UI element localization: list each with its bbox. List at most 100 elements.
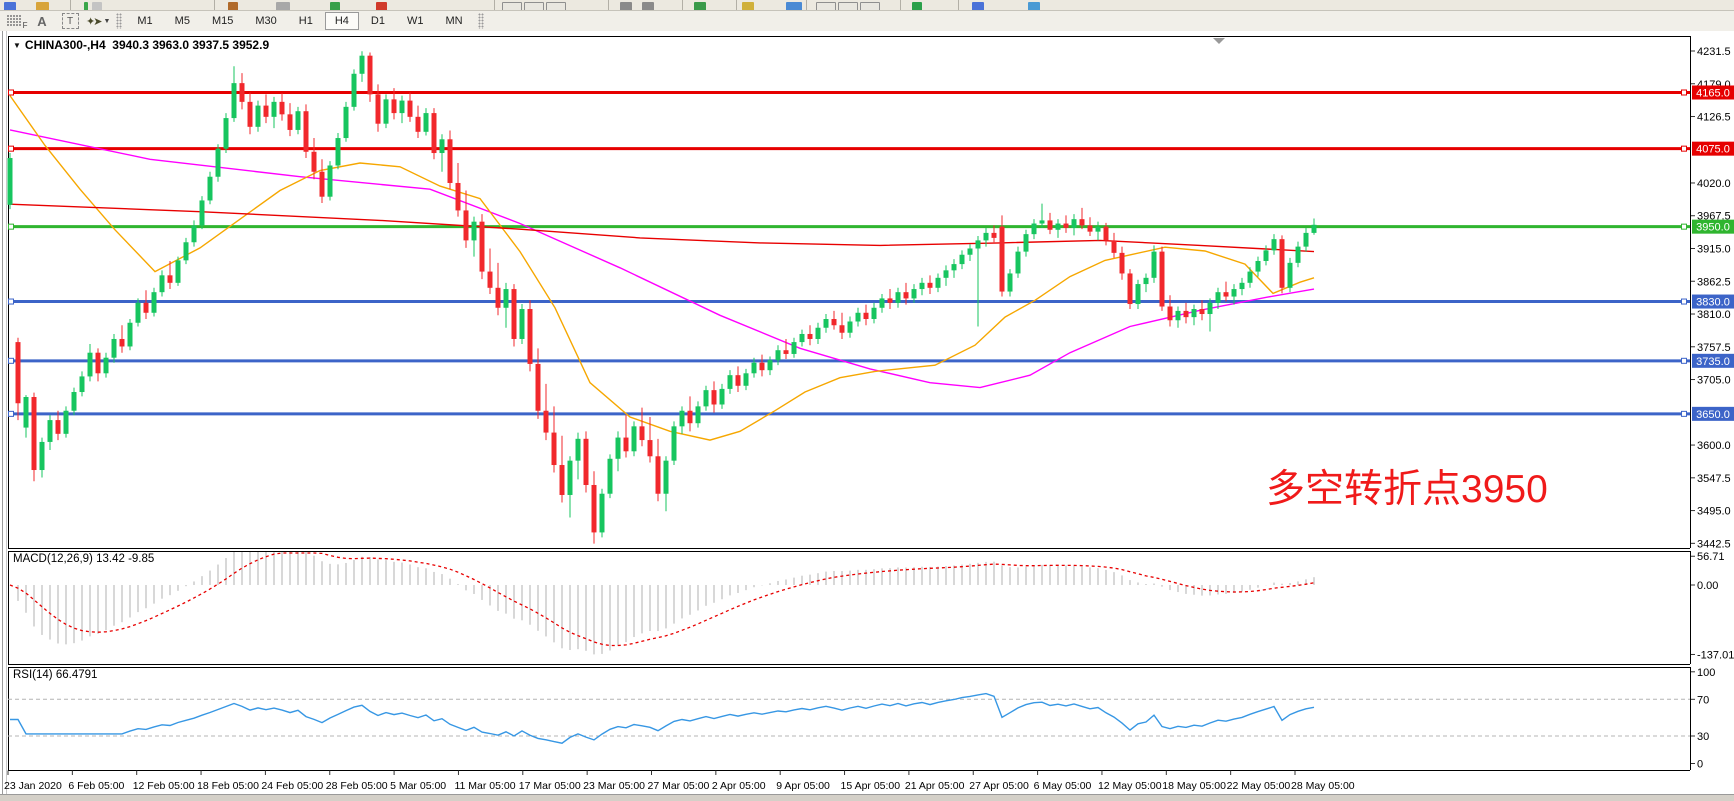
top-toolbar-clipped xyxy=(0,0,1734,11)
toolbar-separator xyxy=(608,0,609,10)
svg-text:11 Mar 05:00: 11 Mar 05:00 xyxy=(454,780,515,792)
toolbar-icon-fragment[interactable] xyxy=(36,2,49,10)
svg-text:4075.0: 4075.0 xyxy=(1696,144,1730,156)
toolbar-icon-fragment[interactable] xyxy=(860,2,880,10)
svg-text:6 May 05:00: 6 May 05:00 xyxy=(1034,780,1092,792)
toolbar-icon-fragment[interactable] xyxy=(84,2,88,10)
svg-text:15 Apr 05:00: 15 Apr 05:00 xyxy=(841,780,901,792)
horizontal-level-lines[interactable] xyxy=(8,89,1690,417)
svg-text:2 Apr 05:00: 2 Apr 05:00 xyxy=(712,780,766,792)
svg-text:3705.0: 3705.0 xyxy=(1697,375,1731,387)
svg-text:4020.0: 4020.0 xyxy=(1697,178,1731,190)
svg-text:56.71: 56.71 xyxy=(1697,551,1725,563)
timeframe-button-m30[interactable]: M30 xyxy=(255,15,277,27)
arrow-objects-button[interactable]: ✦➤ ▼ xyxy=(86,12,110,30)
macd-histogram xyxy=(17,552,1315,655)
toolbar-icon-fragment[interactable] xyxy=(546,2,566,10)
svg-text:9 Apr 05:00: 9 Apr 05:00 xyxy=(776,780,830,792)
timeframe-button-mn[interactable]: MN xyxy=(445,15,463,27)
text-label-button[interactable]: A xyxy=(30,12,54,30)
svg-text:4231.5: 4231.5 xyxy=(1697,46,1731,58)
toolbar-drag-handle[interactable] xyxy=(116,13,123,29)
toolbar-icon-fragment[interactable] xyxy=(642,2,654,10)
chart-text-annotation[interactable]: 多空转折点3950 xyxy=(1266,468,1548,511)
toolbar-icon-fragment[interactable] xyxy=(912,2,922,10)
candlesticks xyxy=(7,51,1317,544)
timeframe-button-m15[interactable]: M15 xyxy=(211,15,234,27)
toolbar-icon-fragment[interactable] xyxy=(4,2,16,10)
timeframe-button-d1[interactable]: D1 xyxy=(370,15,385,27)
toolbar-icon-fragment[interactable] xyxy=(92,2,102,10)
chart-shift-marker-icon xyxy=(1213,38,1225,44)
toolbar-icon-fragment[interactable] xyxy=(838,2,858,10)
toolbar-drag-handle-2[interactable] xyxy=(477,13,484,29)
svg-text:4165.0: 4165.0 xyxy=(1696,87,1730,99)
toolbar-icon-fragment[interactable] xyxy=(228,2,238,10)
chart-ohlc-values: 3940.3 3963.0 3937.5 3952.9 xyxy=(112,38,270,52)
arrow-objects-icon: ✦➤ xyxy=(86,15,103,28)
svg-text:4126.5: 4126.5 xyxy=(1697,112,1731,124)
timeframe-button-w1[interactable]: W1 xyxy=(406,15,424,27)
svg-text:0.00: 0.00 xyxy=(1697,580,1718,592)
toolbar-icon-fragment[interactable] xyxy=(376,2,387,10)
macd-name: MACD(12,26,9) xyxy=(13,553,93,565)
svg-text:3650.0: 3650.0 xyxy=(1696,409,1730,421)
svg-text:17 Mar 05:00: 17 Mar 05:00 xyxy=(519,780,581,792)
ma-orange xyxy=(9,95,1315,441)
svg-text:24 Feb 05:00: 24 Feb 05:00 xyxy=(261,780,323,792)
chart-toolbar: F A T ✦➤ ▼ M1 M5 M15 M30 H1 H4 D1 W1 MN xyxy=(0,11,1734,32)
svg-text:3495.0: 3495.0 xyxy=(1697,506,1731,518)
price-badge-3735.0: 3735.0 xyxy=(1692,353,1734,368)
toolbar-icon-fragment[interactable] xyxy=(276,2,290,10)
svg-text:0: 0 xyxy=(1697,759,1703,771)
toolbar-icon-fragment[interactable] xyxy=(786,2,802,10)
toolbar-icon-fragment[interactable] xyxy=(502,2,522,10)
timeframe-button-m5[interactable]: M5 xyxy=(174,15,190,27)
indicators-grid-icon: F xyxy=(6,15,28,30)
rsi-current-value: 66.4791 xyxy=(55,669,98,681)
chart-symbol-period: CHINA300-,H4 xyxy=(24,38,106,52)
price-badge-3830.0: 3830.0 xyxy=(1692,294,1734,309)
svg-text:6 Feb 05:00: 6 Feb 05:00 xyxy=(68,780,124,792)
toolbar-separator xyxy=(736,0,737,10)
macd-current-values: 13.42 -9.85 xyxy=(96,553,155,565)
toolbar-icon-fragment[interactable] xyxy=(742,2,754,10)
price-badge-4075.0: 4075.0 xyxy=(1692,141,1734,156)
timeframe-button-h1[interactable]: H1 xyxy=(298,15,313,27)
svg-text:28 May 05:00: 28 May 05:00 xyxy=(1291,780,1355,792)
timeframe-button-m1[interactable]: M1 xyxy=(137,15,153,27)
text-box-icon: T xyxy=(61,13,79,29)
toolbar-icon-fragment[interactable] xyxy=(816,2,836,10)
price-chart[interactable]: 4231.5 4179.0 4126.5 4020.0 3967.5 3915.0 3862… xyxy=(0,31,1734,801)
svg-text:12 May 05:00: 12 May 05:00 xyxy=(1098,780,1162,792)
toolbar-icon-fragment[interactable] xyxy=(1028,2,1040,10)
toolbar-icon-fragment[interactable] xyxy=(694,2,706,10)
toolbar-icon-fragment[interactable] xyxy=(524,2,544,10)
svg-text:3442.5: 3442.5 xyxy=(1697,538,1731,550)
svg-text:21 Apr 05:00: 21 Apr 05:00 xyxy=(905,780,965,792)
toolbar-icon-fragment[interactable] xyxy=(330,2,340,10)
svg-text:23 Mar 05:00: 23 Mar 05:00 xyxy=(583,780,645,792)
svg-text:3735.0: 3735.0 xyxy=(1696,356,1730,368)
indicators-grid-button[interactable]: F xyxy=(2,12,28,30)
price-axis[interactable]: 4231.54179.04126.54020.03967.53915.03862… xyxy=(1691,46,1734,771)
toolbar-separator xyxy=(682,0,683,10)
svg-text:-137.01: -137.01 xyxy=(1697,649,1734,661)
svg-text:22 May 05:00: 22 May 05:00 xyxy=(1227,780,1291,792)
text-box-button[interactable]: T xyxy=(58,12,82,30)
svg-text:12 Feb 05:00: 12 Feb 05:00 xyxy=(133,780,195,792)
toolbar-icon-fragment[interactable] xyxy=(620,2,632,10)
ma-magenta xyxy=(9,129,1315,389)
symbol-dropdown-icon[interactable]: ▼ xyxy=(13,41,21,50)
toolbar-separator xyxy=(806,0,807,10)
svg-text:70: 70 xyxy=(1697,694,1709,706)
svg-text:3810.0: 3810.0 xyxy=(1697,309,1731,321)
svg-text:30: 30 xyxy=(1697,731,1709,743)
svg-text:5 Mar 05:00: 5 Mar 05:00 xyxy=(390,780,446,792)
date-axis[interactable]: 23 Jan 2020 6 Feb 05:00 12 Feb 05:00 18 Feb… xyxy=(4,770,1355,793)
timeframe-button-h4[interactable]: H4 xyxy=(324,12,359,30)
toolbar-icon-fragment[interactable] xyxy=(972,2,984,10)
svg-text:28 Feb 05:00: 28 Feb 05:00 xyxy=(326,780,388,792)
chart-title: ▼ CHINA300-,H4 3940.3 3963.0 3937.5 3952.… xyxy=(13,38,269,52)
